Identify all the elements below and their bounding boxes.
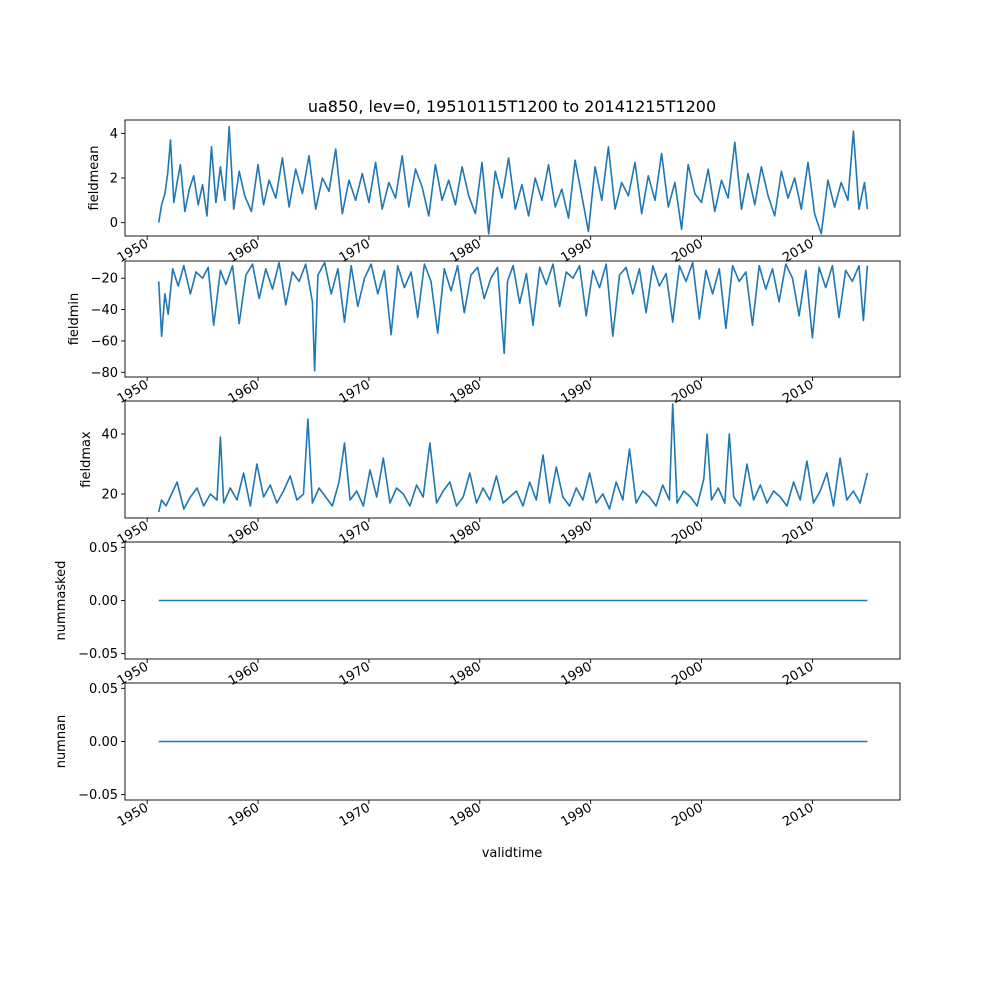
y-tick-label-fieldmax: 20 [101,488,118,503]
y-tick-label-fieldmean: 0 [110,216,118,231]
y-axis-label-fieldmean: fieldmean [87,146,102,211]
y-tick-label-numnan: 0.00 [89,735,118,750]
y-tick-label-fieldmin: −80 [91,366,118,381]
x-axis-label: validtime [482,846,543,861]
y-tick-label-fieldmin: −20 [91,272,118,287]
y-tick-label-fieldmean: 2 [110,172,118,187]
y-axis-label-numnan: numnan [54,715,69,769]
series-line-fieldmin [157,261,869,372]
y-tick-label-numnan: 0.05 [89,682,118,697]
y-tick-label-fieldmean: 4 [110,127,118,142]
y-tick-label-nummasked: 0.00 [89,594,118,609]
axes-frame-fieldmin [124,260,901,378]
y-tick-label-nummasked: 0.05 [89,541,118,556]
series-line-fieldmean [157,125,869,235]
axes-frame-fieldmax [124,400,901,519]
y-tick-label-numnan: −0.05 [78,788,118,803]
y-tick-label-fieldmax: 40 [101,428,118,443]
y-axis-label-fieldmin: fieldmin [67,293,82,346]
y-tick-label-fieldmin: −40 [91,303,118,318]
series-line-fieldmax [157,403,869,513]
y-axis-label-nummasked: nummasked [54,561,69,641]
y-tick-label-fieldmin: −60 [91,334,118,349]
chart-title: ua850, lev=0, 19510115T1200 to 20141215T… [308,97,716,116]
y-axis-label-fieldmax: fieldmax [79,431,94,488]
y-tick-label-nummasked: −0.05 [78,647,118,662]
